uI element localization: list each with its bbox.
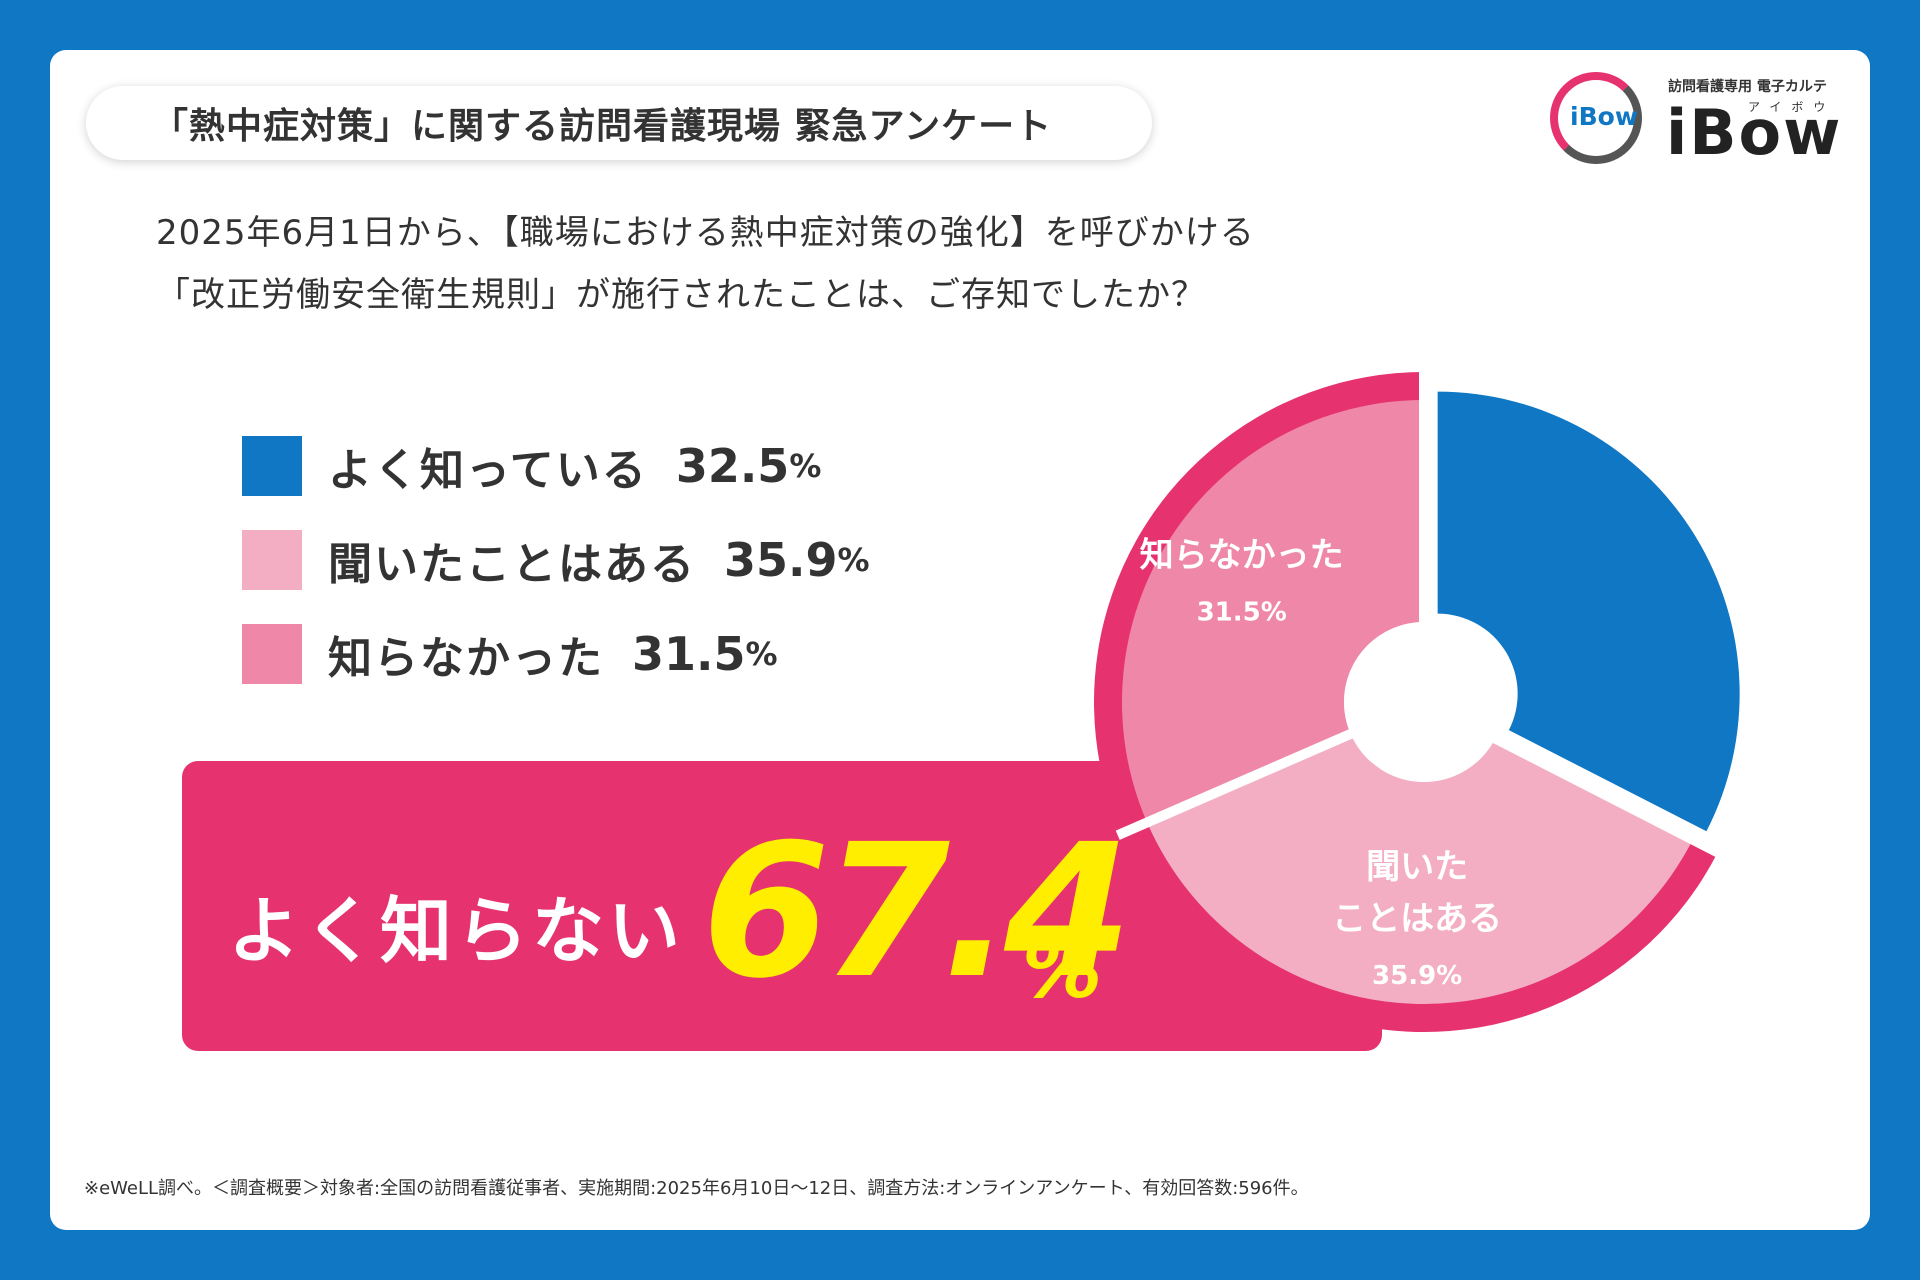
legend-label: よく知っている [328,445,648,496]
slice-value-label: 35.9% [1372,961,1462,991]
legend-label: 聞いたことはある [328,539,696,590]
survey-footnote: ※eWeLL調べ。＜調査概要＞対象者:全国の訪問看護従事者、実施期間:2025年… [84,1178,1309,1199]
chart-legend: よく知っている 32.5% 聞いたことはある 35.9% 知らなかった 31.5… [242,436,870,718]
question-line-2: 「改正労働安全衛生規則」が施行されたことは、ご存知でしたか？ [156,275,1206,315]
legend-label: 知らなかった [328,633,604,684]
legend-percent-sign: % [837,541,870,579]
legend-swatch [242,530,302,590]
legend-value: 31.5 [632,627,746,681]
pie-slice-well-known [1437,391,1740,832]
pie-slice-well-known-group [1437,391,1740,832]
pie-slice-heard-of-group [1147,733,1693,1004]
combined-result-label: よく知らない [228,889,685,973]
legend-value: 32.5 [675,439,790,493]
legend-swatch [242,624,302,684]
pie-slice-did-not-know [1122,400,1425,823]
slice-label: 聞いた [1366,847,1468,887]
logo-wordmark: iBow [1666,96,1843,169]
slice-label: 知らなかった [1140,535,1344,575]
logo-ring-icon [1550,72,1642,164]
legend-swatch [242,436,302,496]
ibow-logo: iBow 訪問看護専用 電子カルテ アイボウ iBow [1550,72,1850,182]
infographic-card: 「熱中症対策」に関する訪問看護現場 緊急アンケート iBow 訪問看護専用 電子… [50,50,1870,1230]
legend-percent-sign: % [789,447,822,485]
legend-item-heard-of: 聞いたことはある 35.9% [242,530,870,590]
question-line-1: 2025年6月1日から、【職場における熱中症対策の強化】を呼びかける [156,213,1255,253]
pie-center-hole [1344,622,1504,782]
combined-result-percent-sign: % [1022,923,1103,1016]
logo-tagline: 訪問看護専用 電子カルテ [1668,79,1827,95]
legend-percent-sign: % [745,635,778,673]
slice-label: ことはある [1332,899,1502,939]
pie-slice-heard-of [1147,733,1693,1004]
legend-item-did-not-know: 知らなかった 31.5% [242,624,870,684]
legend-value: 35.9 [724,533,838,587]
pie-slice-did-not-know-group [1122,400,1425,823]
logo-badge-text: iBow [1570,102,1638,131]
survey-question: 2025年6月1日から、【職場における熱中症対策の強化】を呼びかける 「改正労働… [156,202,1255,326]
pie-chart: 聞いたことはある 35.9% 知らなかった 31.5% [1093,368,1740,1032]
page-title: 「熱中症対策」に関する訪問看護現場 緊急アンケート [86,86,1152,160]
legend-item-well-known: よく知っている 32.5% [242,436,870,496]
combined-result-value: 67.4 [702,805,1132,1019]
slice-value-label: 31.5% [1197,597,1287,627]
logo-kana: アイボウ [1748,100,1836,114]
